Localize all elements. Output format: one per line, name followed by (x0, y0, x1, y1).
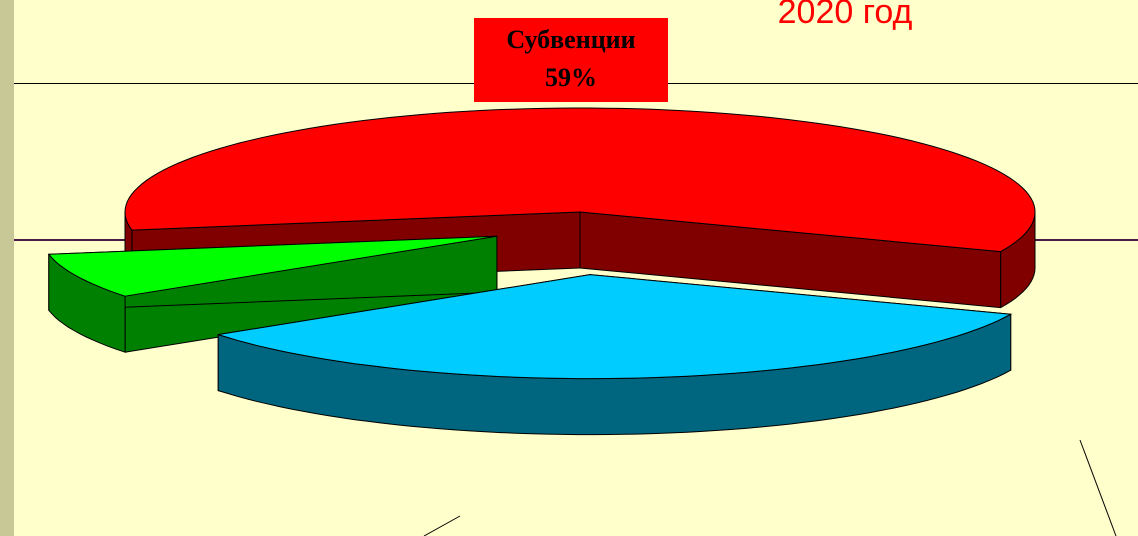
slice-top (124, 107, 1036, 253)
pie-slice (217, 274, 1013, 436)
pie (47, 107, 1036, 436)
leader-line (423, 515, 461, 536)
pie-slice (47, 235, 498, 353)
slice-top (218, 274, 1013, 380)
data-label-value: 59% (545, 63, 597, 92)
leader-line (1079, 439, 1117, 536)
chart-title: 2020 год (778, 0, 913, 31)
slice-top (47, 235, 497, 297)
labels: Субвенции 59% (474, 18, 668, 102)
data-label-box (474, 18, 668, 102)
side-stripe (0, 0, 14, 536)
data-label: Субвенции 59% (474, 18, 668, 102)
data-label-name: Субвенции (506, 25, 635, 54)
